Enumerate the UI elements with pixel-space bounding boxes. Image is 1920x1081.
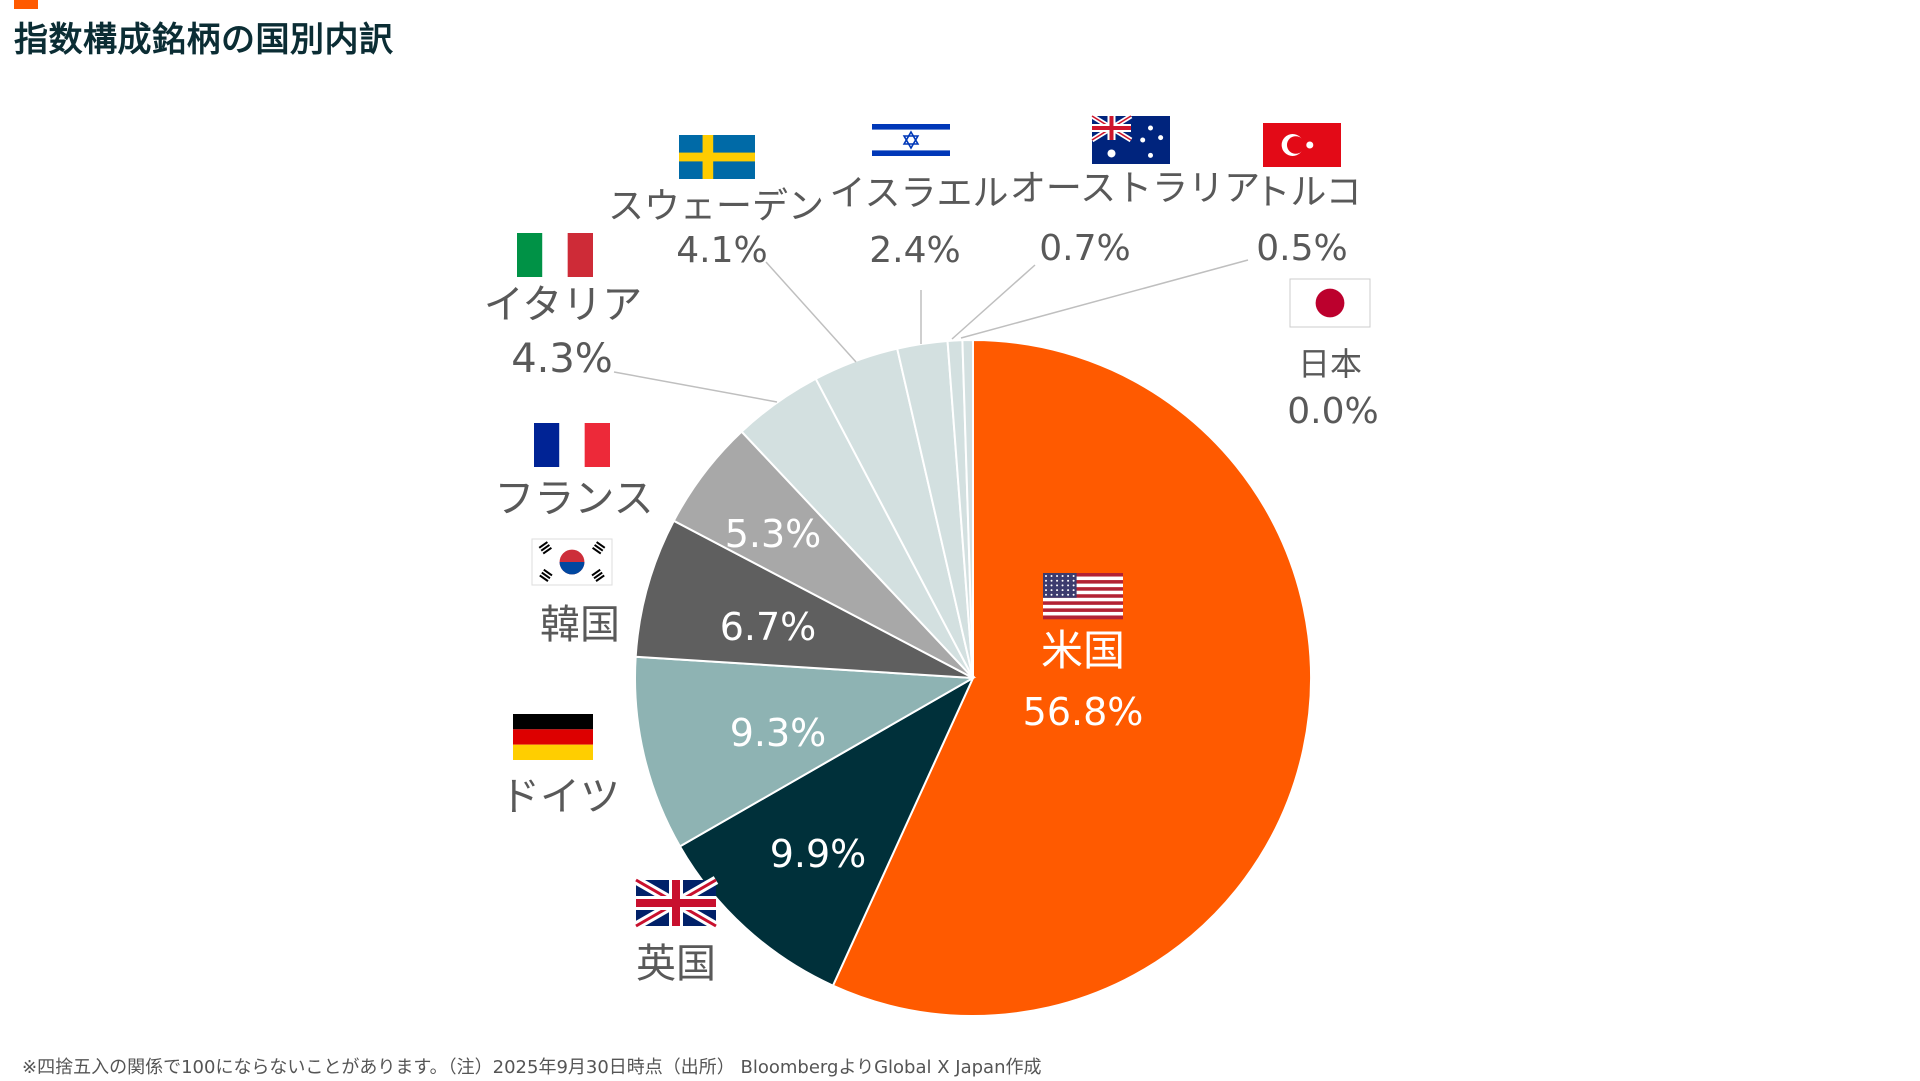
japan-flag-icon: [1289, 278, 1371, 328]
slice-name-label: 英国: [636, 941, 716, 987]
slice-name-label: イスラエル: [830, 173, 1009, 214]
turkey-flag-icon: [1263, 123, 1341, 167]
pie-chart: 米国 56.8% 英国 9.9% ドイツ 9.3% 韓国 6.7% フランス 5.3% イタリア 4.…: [484, 113, 1379, 1017]
australia-flag-icon: [1090, 113, 1170, 164]
slice-name-label: ドイツ: [500, 774, 620, 820]
slice-name-label: 韓国: [540, 602, 620, 648]
leader-line-9: [960, 259, 1249, 339]
leader-line-6: [765, 261, 857, 363]
slice-value-label: 6.7%: [720, 605, 817, 649]
leader-line-5: [613, 371, 778, 403]
pie-slice-1: [678, 675, 976, 987]
slice-name-label: スウェーデン: [608, 186, 824, 227]
leader-line-8: [951, 264, 1036, 340]
slice-value-label: 0.0%: [1287, 391, 1378, 432]
slice-name-label: トルコ: [1254, 172, 1361, 213]
slice-name-label: 日本: [1298, 345, 1362, 383]
france-flag-icon: [534, 423, 610, 467]
title-accent-bar: [14, 0, 38, 9]
slice-value-label: 9.9%: [770, 832, 867, 876]
footnote: ※四捨五入の関係で100にならないことがあります。（注）2025年9月30日時点…: [22, 1057, 1042, 1078]
slice-value-label: 0.7%: [1039, 228, 1130, 269]
slice-value-label: 0.5%: [1256, 228, 1347, 269]
slice-value-label: 4.3%: [511, 336, 613, 382]
page-title: 指数構成銘柄の国別内訳: [14, 20, 394, 60]
slice-value-label: 9.3%: [730, 711, 827, 755]
slice-value-label: 56.8%: [1023, 690, 1144, 734]
slice-name-label: 米国: [1041, 626, 1125, 675]
slice-name-label: イタリア: [484, 282, 642, 328]
germany-flag-icon: [513, 714, 593, 760]
pie-slice-2: [634, 655, 977, 848]
uk-flag-icon: [633, 876, 719, 930]
pie-slice-9: [961, 338, 974, 679]
pie-slice-3: [634, 519, 974, 679]
usa-flag-icon: [1043, 573, 1123, 620]
sweden-flag-icon: [679, 135, 755, 179]
pie-slice-0: [831, 338, 1312, 1017]
slice-value-label: 5.3%: [725, 512, 822, 556]
italy-flag-icon: [517, 233, 593, 277]
slice-name-label: フランス: [494, 476, 653, 522]
slice-name-label: オーストラリア: [1010, 168, 1260, 209]
slice-value-label: 2.4%: [869, 230, 960, 271]
israel-flag-icon: [872, 120, 950, 160]
korea-flag-icon: [531, 538, 613, 586]
slice-value-label: 4.1%: [676, 230, 767, 271]
